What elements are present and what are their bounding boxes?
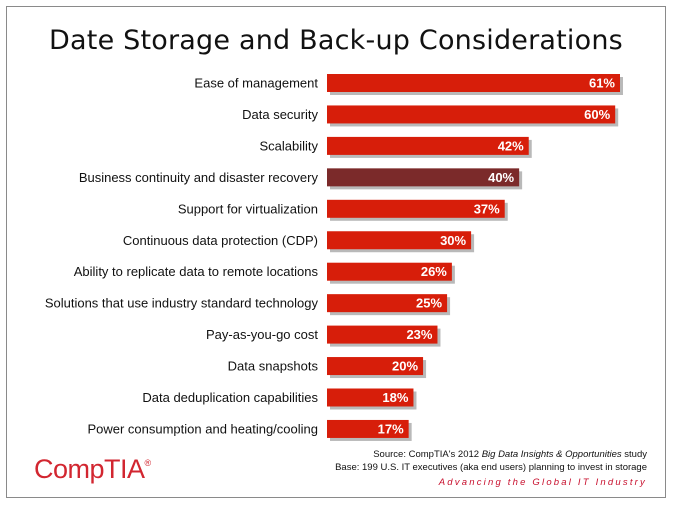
category-label: Ease of management	[194, 76, 318, 91]
tagline: Advancing the Global IT Industry	[438, 477, 647, 488]
value-label: 20%	[392, 359, 418, 374]
logo-text: CompTIA	[34, 454, 145, 484]
value-label: 23%	[406, 327, 432, 342]
category-label: Pay-as-you-go cost	[206, 327, 318, 342]
bar	[327, 231, 472, 250]
chart-title: Date Storage and Back-up Considerations	[49, 25, 623, 56]
category-label: Business continuity and disaster recover…	[79, 170, 319, 185]
logo-registered-mark: ®	[144, 458, 152, 468]
category-label: Data security	[242, 107, 318, 122]
bar	[327, 294, 448, 313]
value-label: 60%	[584, 107, 610, 122]
bar	[327, 105, 616, 124]
value-label: 25%	[416, 296, 442, 311]
bar	[327, 168, 520, 187]
category-label: Continuous data protection (CDP)	[123, 233, 318, 248]
category-label: Ability to replicate data to remote loca…	[74, 264, 319, 279]
value-label: 26%	[421, 264, 447, 279]
category-label: Power consumption and heating/cooling	[87, 421, 318, 436]
base-note: Base: 199 U.S. IT executives (aka end us…	[335, 462, 647, 473]
source-prefix: Source: CompTIA's 2012	[373, 449, 482, 460]
category-label: Solutions that use industry standard tec…	[45, 296, 319, 311]
value-label: 17%	[378, 421, 404, 436]
comptia-logo: CompTIA®	[34, 454, 151, 485]
value-label: 18%	[382, 390, 408, 405]
value-label: 37%	[474, 201, 500, 216]
category-label: Data deduplication capabilities	[142, 390, 318, 405]
value-label: 30%	[440, 233, 466, 248]
category-label: Data snapshots	[228, 359, 319, 374]
bar	[327, 388, 414, 407]
bar	[327, 199, 505, 218]
category-label: Scalability	[259, 138, 318, 153]
source-suffix: study	[621, 449, 647, 460]
source-note: Source: CompTIA's 2012 Big Data Insights…	[373, 449, 647, 460]
bar	[327, 74, 620, 92]
bar	[327, 325, 438, 344]
bar	[327, 357, 424, 376]
value-label: 42%	[498, 138, 524, 153]
value-label: 61%	[589, 76, 615, 91]
category-label: Support for virtualization	[178, 201, 318, 216]
source-study-name: Big Data Insights & Opportunities	[481, 449, 622, 460]
value-label: 40%	[488, 170, 514, 185]
bar	[327, 419, 409, 438]
bar	[327, 262, 452, 281]
bar	[327, 136, 529, 155]
